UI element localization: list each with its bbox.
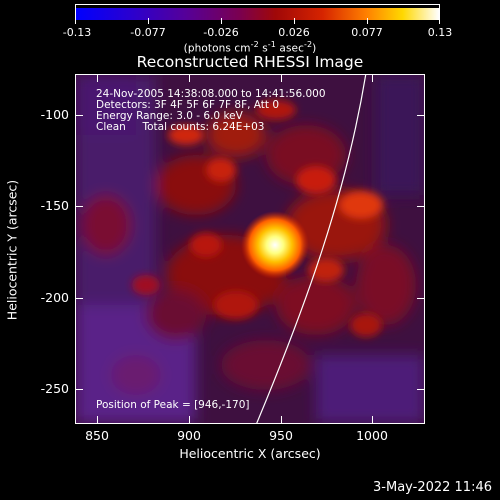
y-tick-label: -100 [40,107,69,122]
solar-limb [256,75,367,423]
x-tick [97,74,98,82]
heatmap [76,75,424,423]
x-tick-label: 900 [177,428,201,443]
colorbar-gradient [76,8,439,20]
x-tick [281,416,282,424]
colorbar-tick-label: 0.13 [427,26,453,39]
x-axis-title: Heliocentric X (arcsec) [179,446,321,461]
x-tick-label: 1000 [356,428,388,443]
info-detectors: Detectors: 3F 4F 5F 6F 7F 8F, Att 0 [96,99,280,111]
colorbar-tick [221,18,222,24]
y-tick [417,115,425,116]
footer-date: 3-May-2022 11:46 [373,480,492,495]
info-time-range: 24-Nov-2005 14:38:08.000 to 14:41:56.000 [96,88,326,100]
x-tick [189,74,190,82]
x-tick [189,416,190,424]
colorbar [75,4,440,20]
colorbar-tick [367,18,368,24]
peak-position: Position of Peak = [946,-170] [96,399,250,411]
x-tick [372,74,373,82]
colorbar-tick-label: 0.026 [278,26,310,39]
colorbar-tick [294,18,295,24]
image-title: Reconstructed RHESSI Image [136,53,364,71]
y-tick [417,206,425,207]
colorbar-units: (photons cm-2 s-1 asec-2) [183,40,317,55]
x-tick-label: 950 [269,428,293,443]
y-tick [75,206,83,207]
y-tick [417,389,425,390]
y-tick [417,298,425,299]
x-tick [281,74,282,82]
y-tick-label: -150 [40,198,69,213]
rhessi-image: 24-Nov-2005 14:38:08.000 to 14:41:56.000… [75,74,425,424]
info-energy-range: Energy Range: 3.0 - 6.0 keV [96,110,243,122]
y-tick [75,298,83,299]
colorbar-tick [75,18,76,24]
info-clean-counts: Clean Total counts: 6.24E+03 [96,121,265,133]
peak-source [241,211,309,279]
colorbar-tick-label: 0.077 [351,26,383,39]
colorbar-tick [148,18,149,24]
x-tick [372,416,373,424]
colorbar-tick-label: -0.077 [130,26,166,39]
y-tick-label: -250 [40,381,69,396]
y-tick [75,389,83,390]
y-tick [75,115,83,116]
x-tick-label: 850 [85,428,109,443]
colorbar-tick-label: -0.026 [203,26,239,39]
x-tick [97,416,98,424]
y-tick-label: -200 [40,290,69,305]
colorbar-tick-label: -0.13 [62,26,92,39]
colorbar-tick [439,18,440,24]
